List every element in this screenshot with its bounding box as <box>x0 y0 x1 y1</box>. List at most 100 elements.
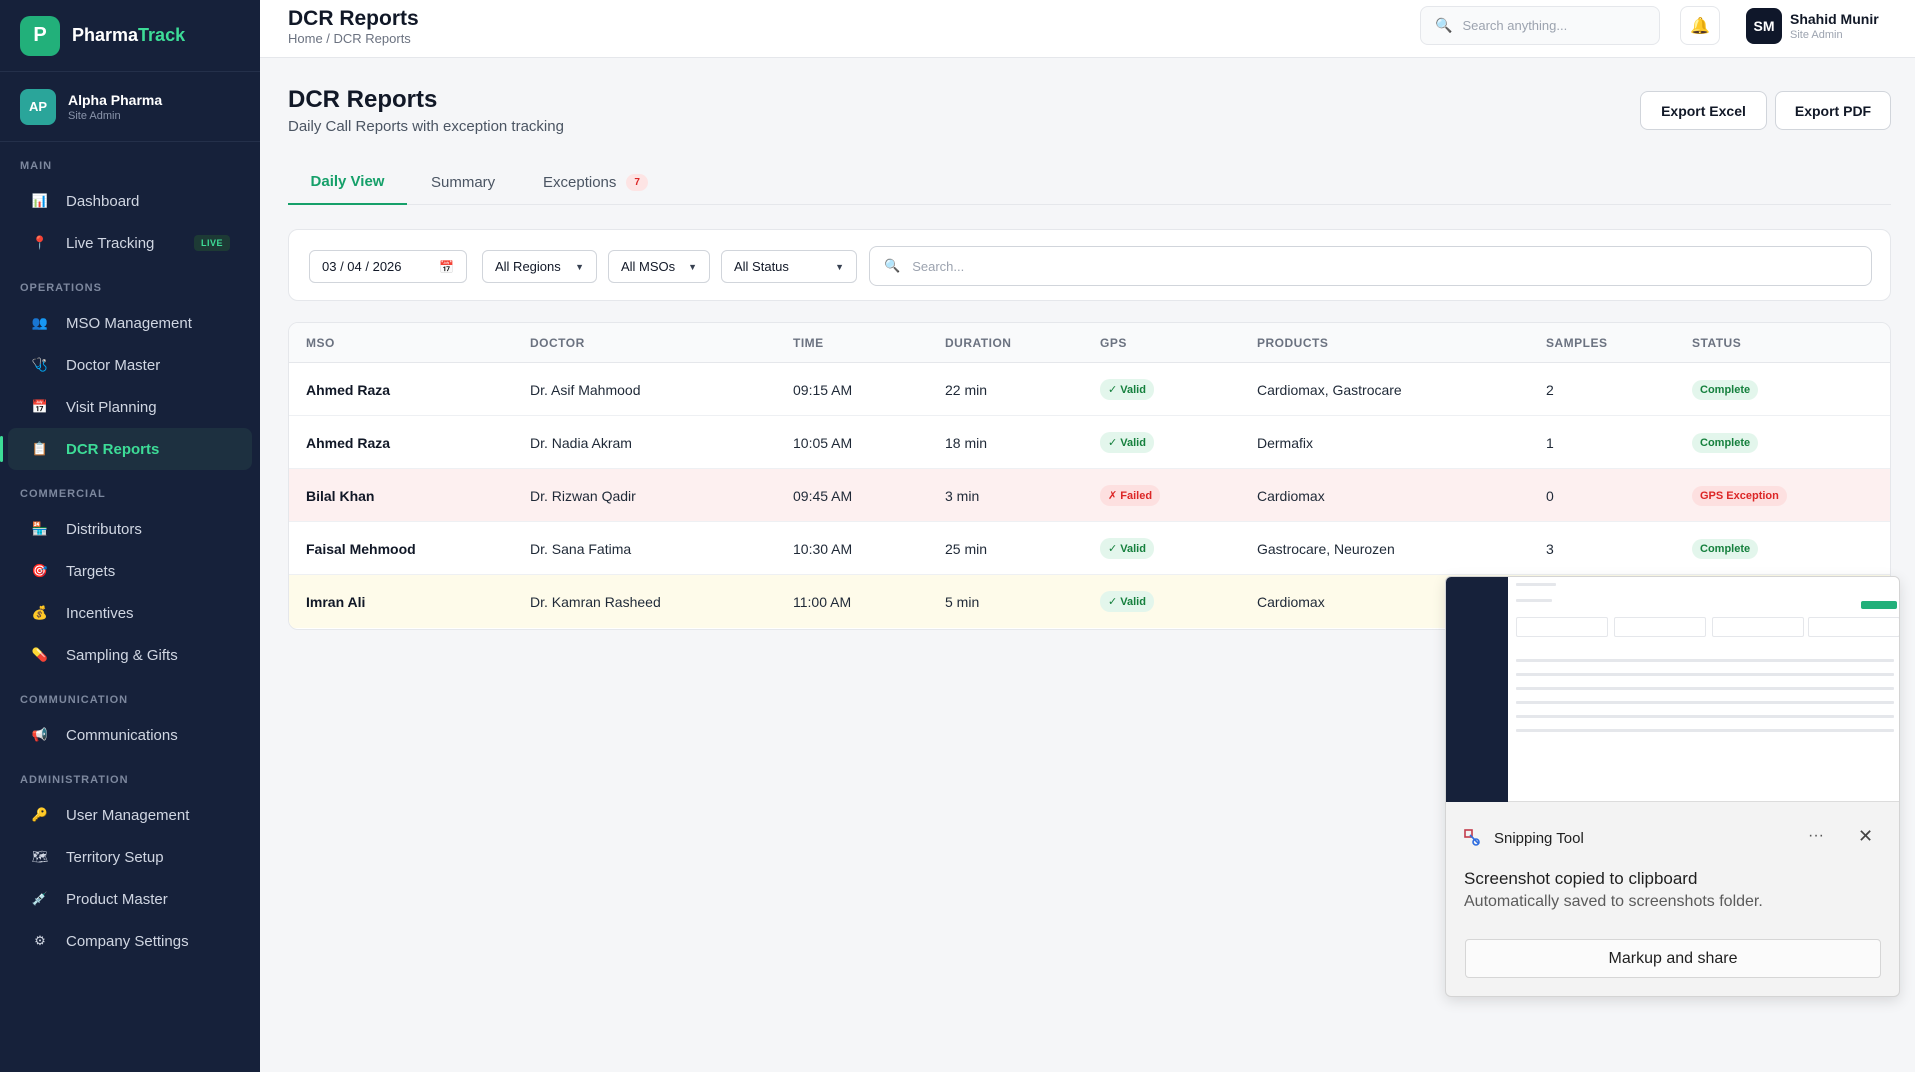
filter-bar: 03 / 04 / 2026 📅 All Regions ▼ All MSOs ▼ A… <box>288 229 1891 301</box>
notification-message: Screenshot copied to clipboard <box>1464 869 1698 888</box>
th-duration[interactable]: DURATION <box>945 336 1012 350</box>
mso-select[interactable]: All MSOs ▼ <box>608 250 710 283</box>
sidebar-item-incentives[interactable]: 💰 Incentives <box>31 604 134 622</box>
pill-icon: 💊 <box>31 647 49 662</box>
chevron-down-icon: ▼ <box>835 261 844 272</box>
sidebar-item-company-settings[interactable]: ⚙ Company Settings <box>8 920 252 962</box>
tab-summary[interactable]: Summary <box>431 174 496 191</box>
org-switcher[interactable]: AP Alpha Pharma Site Admin <box>0 72 260 142</box>
sidebar-item-targets[interactable]: 🎯 Targets <box>31 562 116 580</box>
sidebar-item-mso-management[interactable]: 👥 MSO Management <box>31 314 192 332</box>
sidebar-item-live-tracking[interactable]: 📍 Live Tracking LIVE <box>8 222 252 264</box>
table-row[interactable]: Ahmed Raza Dr. Nadia Akram 10:05 AM 18 m… <box>289 416 1890 469</box>
th-status[interactable]: STATUS <box>1692 336 1742 350</box>
nav-section-communication: COMMUNICATION <box>20 694 129 706</box>
page-subtitle: Daily Call Reports with exception tracki… <box>288 118 564 135</box>
status-badge: GPS Exception <box>1692 485 1787 506</box>
nav-section-main: MAIN <box>20 160 53 172</box>
topbar-title: DCR Reports <box>288 7 419 30</box>
calendar-icon: 📅 <box>439 259 454 274</box>
breadcrumb: Home / DCR Reports <box>288 31 411 46</box>
status-select[interactable]: All Status ▼ <box>721 250 857 283</box>
brand-name: PharmaTrack <box>72 25 186 45</box>
more-options-icon[interactable]: ··· <box>1808 827 1824 844</box>
table-search-input[interactable]: 🔍 Search... <box>869 246 1872 286</box>
sidebar-item-dashboard[interactable]: 📊 Dashboard <box>31 192 140 210</box>
user-name[interactable]: Shahid Munir <box>1790 11 1879 27</box>
sidebar-item-user-management[interactable]: 🔑 User Management <box>31 806 190 824</box>
live-badge: LIVE <box>193 235 230 251</box>
gps-badge: ✓ Valid <box>1100 591 1154 612</box>
th-products[interactable]: PRODUCTS <box>1257 336 1329 350</box>
notification-submessage: Automatically saved to screenshots folde… <box>1464 893 1763 910</box>
th-mso[interactable]: MSO <box>306 336 335 350</box>
th-gps[interactable]: GPS <box>1100 336 1127 350</box>
gear-icon: ⚙ <box>34 933 46 948</box>
tab-daily-view[interactable]: Daily View <box>288 160 407 205</box>
search-icon: 🔍 <box>1435 17 1453 33</box>
sidebar-item-sampling-gifts[interactable]: 💊 Sampling & Gifts <box>31 646 178 664</box>
region-select[interactable]: All Regions ▼ <box>482 250 597 283</box>
org-avatar: AP <box>20 88 56 125</box>
nav-section-commercial: COMMERCIAL <box>20 488 106 500</box>
status-badge: Complete <box>1692 432 1759 453</box>
users-icon: 👥 <box>31 315 49 330</box>
user-role: Site Admin <box>1790 29 1843 41</box>
sidebar-item-dcr-reports[interactable]: 📋 DCR Reports <box>0 428 252 470</box>
stethoscope-icon: 🩺 <box>31 357 49 372</box>
sidebar-item-distributors[interactable]: 🏪 Distributors <box>31 520 142 538</box>
notification-bell-icon[interactable]: 🔔 <box>1680 6 1720 45</box>
pin-icon: 📍 <box>31 235 49 250</box>
chevron-down-icon: ▼ <box>688 261 697 272</box>
markup-and-share-button[interactable]: Markup and share <box>1465 939 1881 978</box>
sidebar-item-communications[interactable]: 📢 Communications <box>31 726 178 744</box>
calendar-icon: 📅 <box>31 399 49 414</box>
gps-badge: ✓ Valid <box>1100 379 1154 400</box>
date-picker[interactable]: 03 / 04 / 2026 📅 <box>309 250 467 283</box>
page-title: DCR Reports <box>288 86 438 113</box>
table-row[interactable]: Bilal Khan Dr. Rizwan Qadir 09:45 AM 3 m… <box>289 469 1890 522</box>
screenshot-thumbnail[interactable] <box>1446 577 1899 802</box>
map-icon: 🗺 <box>31 849 49 864</box>
report-icon: 📋 <box>31 441 49 456</box>
global-search-input[interactable]: 🔍 Search anything... <box>1420 6 1660 45</box>
table-row[interactable]: Faisal Mehmood Dr. Sana Fatima 10:30 AM … <box>289 522 1890 575</box>
nav-section-operations: OPERATIONS <box>20 282 102 294</box>
close-icon[interactable]: ✕ <box>1858 826 1874 846</box>
dashboard-icon: 📊 <box>31 193 49 208</box>
sidebar-item-doctor-master[interactable]: 🩺 Doctor Master <box>31 356 161 374</box>
th-samples[interactable]: SAMPLES <box>1546 336 1608 350</box>
syringe-icon: 💉 <box>31 891 49 906</box>
table-row[interactable]: Ahmed Raza Dr. Asif Mahmood 09:15 AM 22 … <box>289 363 1890 416</box>
chevron-down-icon: ▼ <box>575 261 584 272</box>
tab-exceptions[interactable]: Exceptions 7 <box>543 160 648 205</box>
table-header: MSO DOCTOR TIME DURATION GPS PRODUCTS SA… <box>289 323 1890 363</box>
org-name: Alpha Pharma <box>68 91 163 108</box>
sidebar-item-product-master[interactable]: 💉 Product Master <box>31 890 168 908</box>
search-icon: 🔍 <box>884 258 901 273</box>
money-bag-icon: 💰 <box>31 605 49 620</box>
exceptions-count-badge: 7 <box>626 174 648 191</box>
scissors-icon <box>1464 829 1482 847</box>
export-excel-button[interactable]: Export Excel <box>1640 91 1767 130</box>
th-doctor[interactable]: DOCTOR <box>530 336 585 350</box>
nav-section-administration: ADMINISTRATION <box>20 774 129 786</box>
brand[interactable]: P PharmaTrack <box>0 0 260 72</box>
key-icon: 🔑 <box>31 807 49 822</box>
status-badge: Complete <box>1692 379 1759 400</box>
user-avatar[interactable]: SM <box>1746 8 1782 44</box>
sidebar-item-visit-planning[interactable]: 📅 Visit Planning <box>31 398 157 416</box>
snipping-tool-header: Snipping Tool <box>1464 829 1584 847</box>
export-pdf-button[interactable]: Export PDF <box>1775 91 1891 130</box>
tabs: Daily View Summary Exceptions 7 <box>288 160 1891 205</box>
brand-logo: P <box>20 15 60 56</box>
sidebar: P PharmaTrack AP Alpha Pharma Site Admin… <box>0 0 260 1072</box>
sidebar-item-territory-setup[interactable]: 🗺 Territory Setup <box>31 848 164 866</box>
status-badge: Complete <box>1692 538 1759 559</box>
topbar: DCR Reports Home / DCR Reports 🔍 Search a… <box>260 0 1915 58</box>
snipping-tool-notification[interactable]: Snipping Tool ··· ✕ Screenshot copied to… <box>1445 576 1900 997</box>
gps-badge: ✓ Valid <box>1100 538 1154 559</box>
gps-badge: ✗ Failed <box>1100 485 1161 506</box>
org-role: Site Admin <box>68 109 121 122</box>
th-time[interactable]: TIME <box>793 336 824 350</box>
